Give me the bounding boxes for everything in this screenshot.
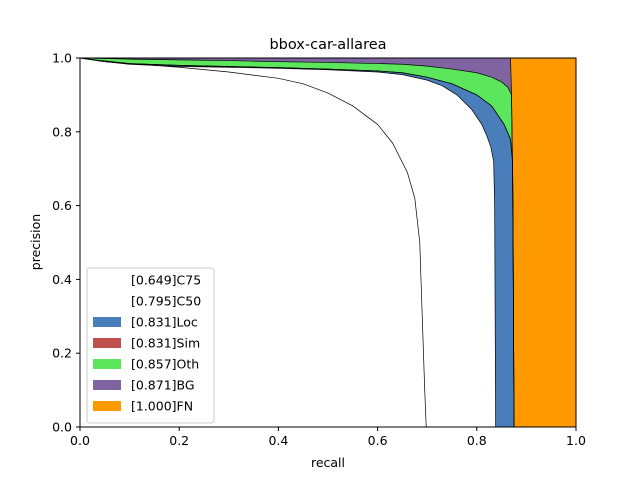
y-axis-ticks: 0.0 0.2 0.4 0.6 0.8 1.0 (52, 51, 80, 435)
legend-item-sim: [0.831]Sim (93, 336, 200, 351)
plot-frame (79, 57, 577, 428)
legend-swatch (93, 317, 121, 327)
legend-label: [1.000]FN (131, 399, 193, 414)
y-tick-label: 0.2 (52, 346, 72, 361)
legend-item-fn: [1.000]FN (93, 399, 193, 414)
line-c50 (79, 57, 496, 428)
legend-item-oth: [0.857]Oth (93, 357, 199, 372)
x-tick-label: 0.2 (169, 433, 189, 448)
legend-item-c50: [0.795]C50 (93, 294, 201, 309)
legend-swatch (93, 359, 121, 369)
legend-label: [0.831]Sim (131, 336, 200, 351)
x-axis-label: recall (311, 455, 345, 470)
y-tick-label: 1.0 (52, 51, 72, 66)
legend-swatch (93, 296, 121, 306)
x-axis-ticks: 0.0 0.2 0.4 0.6 0.8 1.0 (70, 427, 586, 448)
legend-item-loc: [0.831]Loc (93, 315, 198, 330)
legend-label: [0.871]BG (131, 378, 195, 393)
y-tick-label: 0.8 (52, 124, 72, 139)
legend-label: [0.649]C75 (131, 273, 201, 288)
legend-label: [0.831]Loc (131, 315, 198, 330)
legend-label: [0.795]C50 (131, 294, 201, 309)
legend-item-bg: [0.871]BG (93, 378, 195, 393)
legend-item-c75: [0.649]C75 (93, 273, 201, 288)
legend-label: [0.857]Oth (131, 357, 199, 372)
chart-title: bbox-car-allarea (269, 37, 386, 53)
y-tick-label: 0.0 (52, 420, 72, 435)
legend-swatch (93, 401, 121, 411)
y-tick-label: 0.4 (52, 272, 72, 287)
x-tick-label: 0.6 (368, 433, 388, 448)
legend-swatch (93, 275, 121, 285)
y-tick-label: 0.6 (52, 198, 72, 213)
legend: [0.649]C75 [0.795]C50 [0.831]Loc [0.831]Sim… (86, 267, 215, 424)
y-axis-label: precision (28, 214, 43, 270)
x-tick-label: 0.0 (70, 433, 90, 448)
x-tick-label: 0.4 (268, 433, 288, 448)
legend-swatch (93, 338, 121, 348)
series-lines (79, 57, 515, 428)
x-tick-label: 1.0 (566, 433, 586, 448)
legend-swatch (93, 380, 121, 390)
x-tick-label: 0.8 (467, 433, 487, 448)
